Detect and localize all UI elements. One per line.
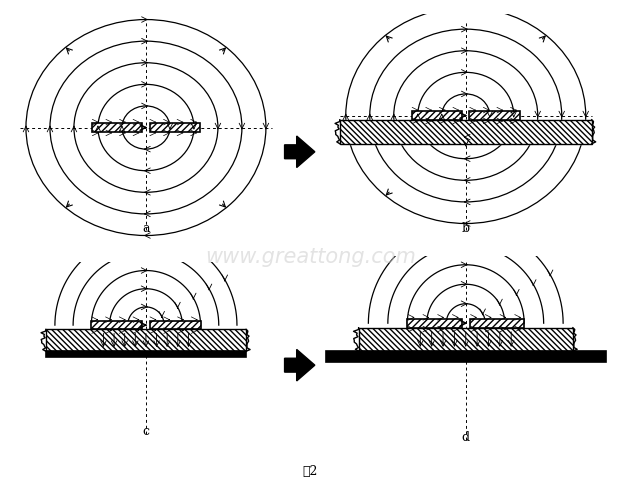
Bar: [150, 321, 201, 330]
Text: 图2: 图2: [303, 464, 318, 477]
FancyArrow shape: [284, 349, 315, 381]
Polygon shape: [359, 328, 573, 351]
Bar: [407, 319, 462, 328]
Bar: [359, 328, 573, 351]
Polygon shape: [46, 330, 246, 351]
Bar: [469, 112, 520, 121]
Text: www.greattong.com: www.greattong.com: [205, 246, 416, 267]
Bar: [92, 124, 142, 133]
FancyArrow shape: [284, 137, 315, 168]
Bar: [340, 121, 592, 144]
Bar: [46, 351, 246, 357]
Text: c: c: [142, 424, 150, 437]
Text: a: a: [142, 222, 150, 235]
Bar: [412, 112, 462, 121]
Bar: [91, 321, 142, 330]
Bar: [469, 319, 524, 328]
Text: d: d: [461, 430, 470, 443]
Text: b: b: [461, 222, 470, 235]
Polygon shape: [340, 121, 592, 144]
Bar: [325, 351, 606, 362]
Bar: [150, 124, 200, 133]
Bar: [46, 330, 246, 351]
